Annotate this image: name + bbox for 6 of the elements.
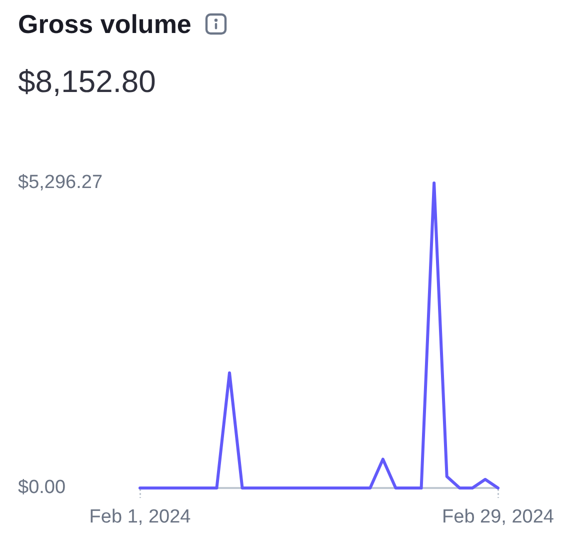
x-tick-label: Feb 1, 2024 [89,506,192,528]
chart-title: Gross volume [18,8,192,41]
y-tick-label: $5,296.27 [18,172,103,194]
y-tick-label: $0.00 [18,477,66,498]
chart-subtitle: $8,152.80 [18,63,156,101]
x-tick-label: Feb 29, 2024 [442,506,554,528]
